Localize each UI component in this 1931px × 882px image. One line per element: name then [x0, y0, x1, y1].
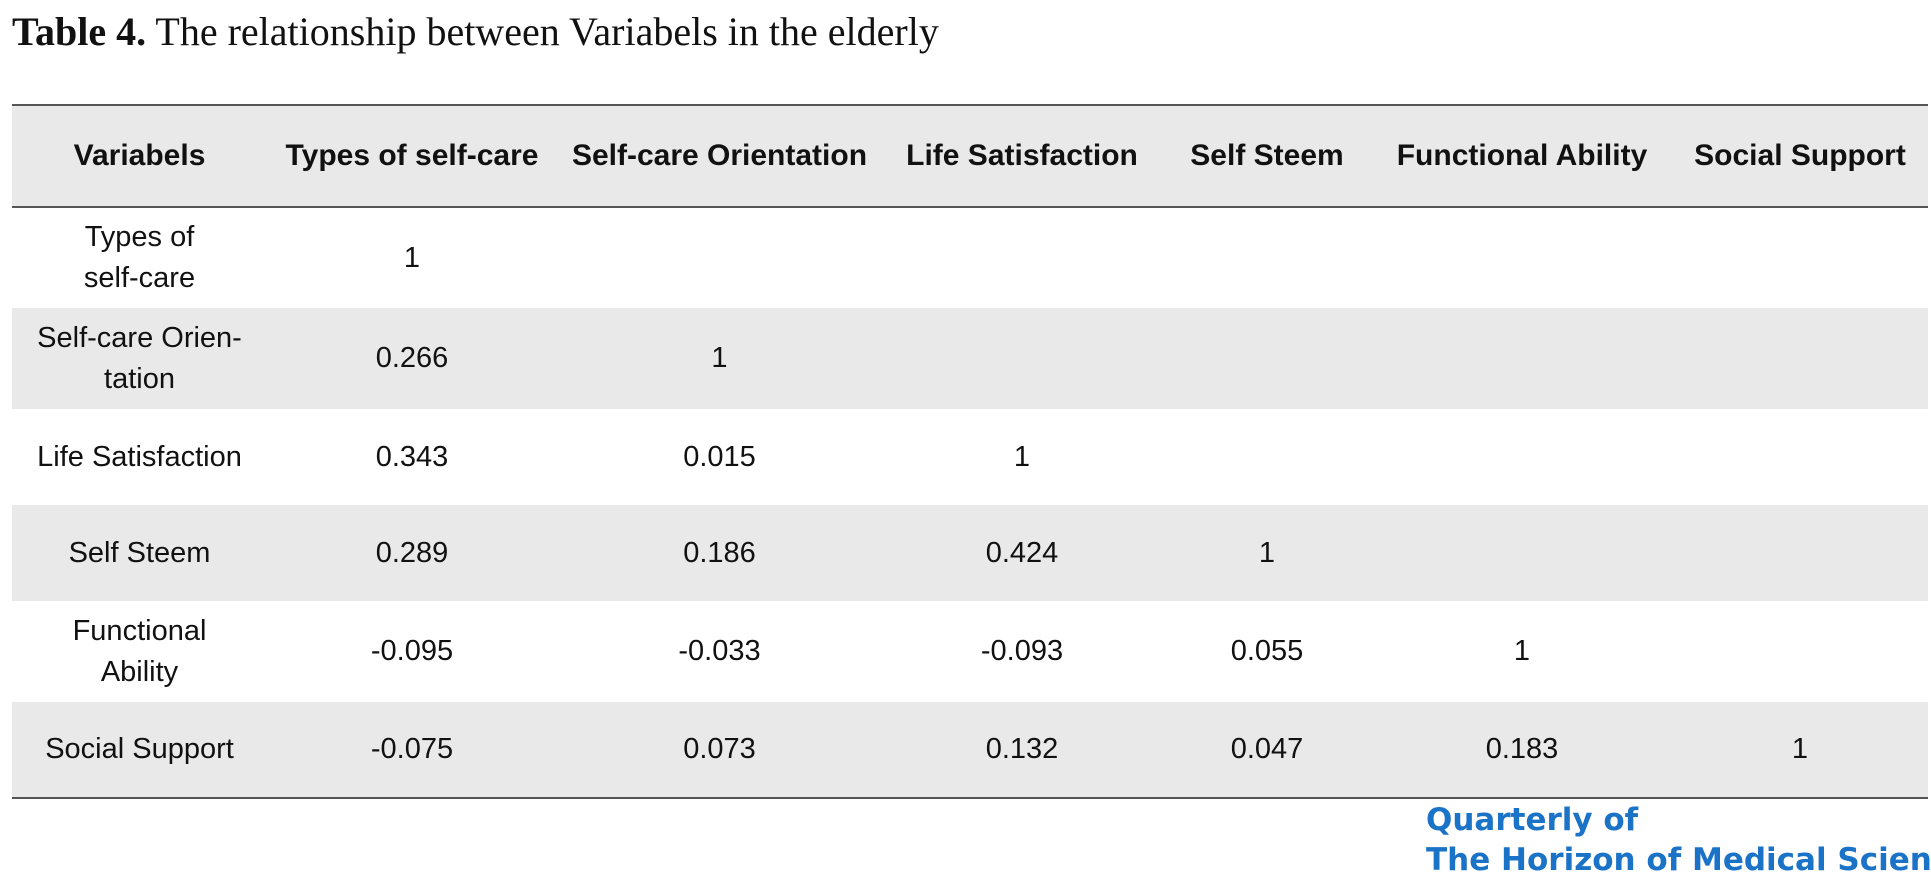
table-cell: 0.055: [1230, 635, 1304, 667]
table-cell: [1162, 207, 1372, 308]
journal-logo: Quarterly of The Horizon of Medical Scie…: [1426, 800, 1931, 880]
table-row: Life Satisfaction 0.343 0.015 1: [12, 409, 1928, 505]
logo-line1: Quarterly of: [1426, 802, 1639, 838]
header-functional-ability: Functional Ability: [1396, 139, 1648, 172]
table-body: Types of self-care 1 Self-care Orien-tati…: [12, 207, 1928, 798]
header-variabels: Variabels: [73, 139, 206, 172]
table-row: Social Support -0.075 0.073 0.132 0.047 …: [12, 702, 1928, 798]
header-social-support: Social Support: [1694, 139, 1906, 172]
row-label-line2: Ability: [100, 655, 179, 688]
table-cell: 0.424: [985, 536, 1059, 569]
table-cell: [1162, 409, 1372, 505]
table-cell: 0.186: [683, 536, 756, 569]
row-label: Functional Ability: [12, 601, 267, 702]
table-cell: 0.015: [683, 440, 756, 473]
table-cell: -0.075: [370, 733, 454, 765]
table-cell: 0.183: [1485, 733, 1559, 765]
row-label-line1: Self-care Orien-: [37, 321, 242, 354]
table-cell: 1: [403, 241, 421, 274]
table-cell: [1372, 207, 1672, 308]
table-cell: [1372, 308, 1672, 409]
table-cell: 1: [1258, 536, 1276, 569]
table-cell: 0.289: [375, 536, 449, 569]
table-row: Types of self-care 1: [12, 207, 1928, 308]
row-label: Life Satisfaction: [12, 409, 267, 505]
table-cell: [557, 207, 882, 308]
table-cell: 0.266: [375, 342, 449, 374]
row-label-line2: self-care: [83, 262, 196, 294]
header-life-satisfaction: Life Satisfaction: [906, 139, 1138, 172]
caption-text: The relationship between Variabels in th…: [146, 9, 939, 54]
header-row: Variabels Types of self-care Self-care O…: [12, 105, 1928, 207]
row-label-line1: Life Satisfaction: [37, 440, 242, 473]
table-cell: 1: [1513, 635, 1531, 667]
row-label-line2: tation: [104, 362, 175, 395]
table-cell: 0.047: [1230, 733, 1304, 765]
table-cell: 0.073: [683, 733, 756, 765]
row-label-line1: Social Support: [45, 733, 234, 765]
row-label-line1: Functional: [72, 614, 207, 647]
table-cell: [1672, 207, 1928, 308]
table-cell: 1: [711, 342, 728, 374]
table-header: Variabels Types of self-care Self-care O…: [12, 105, 1928, 207]
table-cell: 0.132: [985, 733, 1059, 765]
row-label: Types of self-care: [12, 207, 267, 308]
row-label: Self Steem: [12, 505, 267, 601]
table-cell: [1672, 308, 1928, 409]
table-cell: 1: [1791, 733, 1809, 765]
row-label: Social Support: [12, 702, 267, 798]
correlation-table: Variabels Types of self-care Self-care O…: [12, 104, 1928, 799]
header-types-of-self-care: Types of self-care: [285, 139, 539, 172]
table-row: Self Steem 0.289 0.186 0.424 1: [12, 505, 1928, 601]
table-cell: -0.093: [980, 635, 1064, 667]
caption-label: Table 4.: [12, 9, 147, 54]
table-row: Functional Ability -0.095 -0.033 -0.093 0…: [12, 601, 1928, 702]
table-cell: [1672, 601, 1928, 702]
table-cell: [1372, 505, 1672, 601]
table-caption: Table 4. The relationship between Variab…: [12, 6, 939, 58]
logo-line2: The Horizon of Medical Sciences: [1426, 842, 1931, 878]
table-cell: -0.095: [370, 635, 454, 667]
row-label: Self-care Orien-tation: [12, 308, 267, 409]
table-cell: 1: [1013, 440, 1031, 473]
table-row: Self-care Orien-tation 0.266 1: [12, 308, 1928, 409]
table-cell: [1672, 409, 1928, 505]
table-cell: [1162, 308, 1372, 409]
header-self-steem: Self Steem: [1190, 139, 1344, 172]
header-self-care-orientation: Self-care Orientation: [571, 139, 868, 172]
table-cell: [1372, 409, 1672, 505]
table-cell: [882, 207, 1162, 308]
row-label-line1: Types of: [84, 221, 195, 253]
table-cell: [1672, 505, 1928, 601]
table-cell: 0.343: [375, 440, 449, 473]
row-label-line1: Self Steem: [68, 536, 211, 569]
correlation-table-container: Variabels Types of self-care Self-care O…: [12, 104, 1928, 799]
table-cell: -0.033: [678, 635, 761, 667]
table-cell: [882, 308, 1162, 409]
